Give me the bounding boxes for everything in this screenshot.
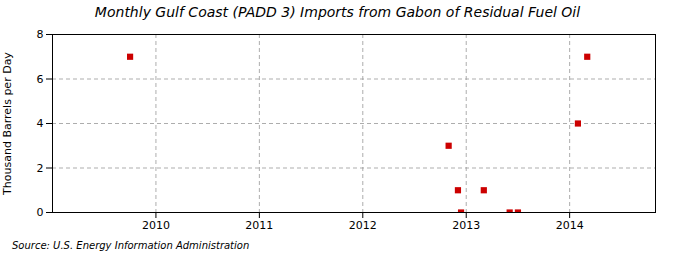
svg-text:2010: 2010 bbox=[142, 219, 170, 232]
svg-text:6: 6 bbox=[37, 73, 44, 86]
svg-text:2011: 2011 bbox=[245, 219, 273, 232]
svg-text:2012: 2012 bbox=[349, 219, 377, 232]
svg-text:0: 0 bbox=[37, 206, 44, 219]
html-text:Monthly Gulf Coast (PADD 3) Im: Monthly Gulf Coast (PADD 3) Imports from… bbox=[94, 4, 581, 20]
svg-text:2014: 2014 bbox=[556, 219, 584, 232]
svg-text:4: 4 bbox=[37, 117, 44, 130]
svg-text:Thousand Barrels per Day: Thousand Barrels per Day bbox=[1, 52, 14, 196]
svg-text:2013: 2013 bbox=[452, 219, 480, 232]
html-text:Source: U.S. Energy Informatio: Source: U.S. Energy Information Administ… bbox=[12, 240, 250, 251]
svg-text:2: 2 bbox=[37, 162, 44, 175]
svg-text:8: 8 bbox=[37, 28, 44, 41]
